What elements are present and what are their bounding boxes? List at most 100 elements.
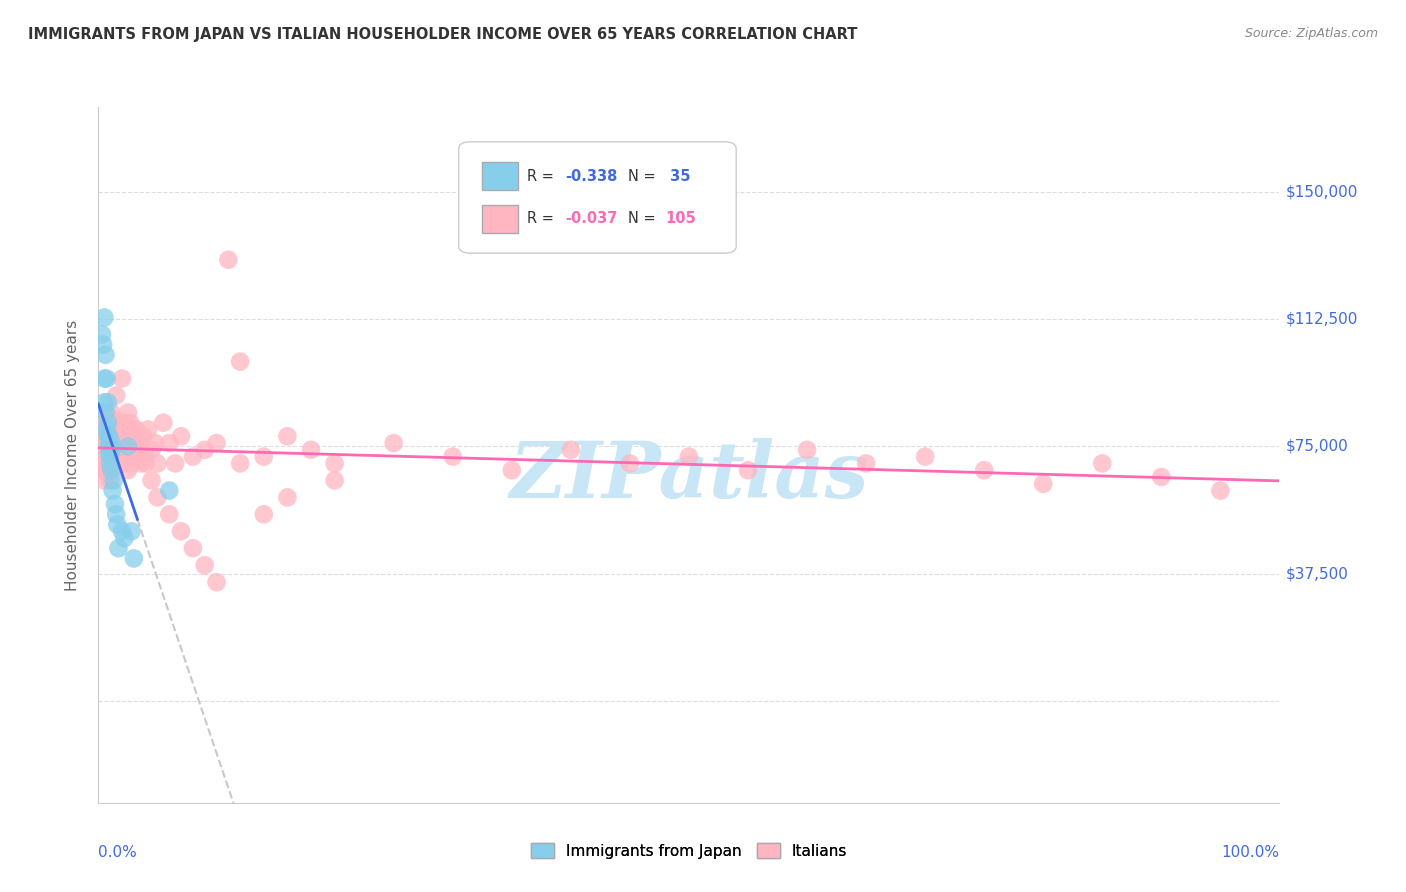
- Point: [105, 517, 128, 532]
- Point: [101, 419, 124, 434]
- Point: [98, 439, 121, 453]
- Point: [796, 442, 818, 457]
- Point: [323, 474, 346, 488]
- Point: [111, 371, 134, 385]
- FancyBboxPatch shape: [482, 205, 517, 233]
- Point: [181, 541, 204, 556]
- Point: [135, 450, 157, 464]
- Point: [118, 436, 141, 450]
- Point: [112, 429, 135, 443]
- Point: [253, 450, 276, 464]
- Point: [112, 457, 135, 471]
- Point: [127, 442, 149, 457]
- Point: [98, 446, 121, 460]
- Point: [117, 442, 139, 457]
- Point: [98, 467, 121, 481]
- Point: [115, 422, 138, 436]
- Point: [111, 436, 134, 450]
- Point: [122, 551, 145, 566]
- Point: [323, 457, 346, 471]
- Point: [146, 491, 169, 505]
- Point: [229, 457, 252, 471]
- Point: [101, 439, 124, 453]
- Point: [111, 524, 134, 539]
- Point: [96, 463, 118, 477]
- Point: [276, 491, 298, 505]
- Point: [141, 442, 163, 457]
- Point: [96, 422, 118, 436]
- Point: [93, 395, 115, 409]
- Text: R =: R =: [527, 169, 558, 184]
- Point: [98, 433, 121, 447]
- Point: [205, 575, 228, 590]
- Point: [170, 429, 193, 443]
- Text: R =: R =: [527, 211, 558, 227]
- Point: [105, 439, 128, 453]
- Point: [97, 457, 120, 471]
- Point: [100, 405, 122, 419]
- Point: [98, 439, 121, 453]
- Point: [276, 429, 298, 443]
- Point: [108, 446, 131, 460]
- Text: $112,500: $112,500: [1285, 311, 1358, 326]
- Point: [104, 425, 127, 440]
- Point: [101, 439, 124, 453]
- Point: [299, 442, 322, 457]
- Point: [97, 416, 120, 430]
- Point: [101, 459, 124, 474]
- Point: [100, 442, 122, 457]
- Point: [110, 442, 132, 457]
- Point: [229, 354, 252, 368]
- Text: N =: N =: [627, 211, 659, 227]
- Point: [135, 457, 157, 471]
- Point: [132, 429, 155, 443]
- Point: [181, 450, 204, 464]
- Point: [253, 508, 276, 522]
- Point: [103, 474, 125, 488]
- FancyBboxPatch shape: [458, 142, 737, 253]
- Point: [125, 422, 148, 436]
- Text: Source: ZipAtlas.com: Source: ZipAtlas.com: [1244, 27, 1378, 40]
- Text: 35: 35: [665, 169, 690, 184]
- Point: [114, 450, 136, 464]
- Point: [157, 508, 180, 522]
- Point: [117, 405, 139, 419]
- Point: [194, 558, 217, 573]
- Point: [93, 371, 115, 385]
- Legend: Immigrants from Japan, Italians: Immigrants from Japan, Italians: [524, 837, 853, 864]
- Point: [93, 429, 115, 443]
- Point: [157, 436, 180, 450]
- Point: [98, 439, 121, 453]
- Point: [103, 433, 125, 447]
- Point: [678, 450, 700, 464]
- Point: [98, 446, 121, 460]
- Point: [97, 429, 120, 443]
- Point: [94, 405, 117, 419]
- Point: [98, 429, 121, 443]
- Text: ZIPatlas: ZIPatlas: [509, 438, 869, 514]
- Point: [122, 429, 145, 443]
- Point: [104, 497, 127, 511]
- Point: [129, 457, 152, 471]
- Point: [94, 348, 117, 362]
- Point: [165, 457, 187, 471]
- Point: [98, 453, 121, 467]
- Point: [146, 457, 169, 471]
- Point: [101, 483, 124, 498]
- Point: [152, 416, 174, 430]
- Point: [96, 422, 118, 436]
- Point: [111, 416, 134, 430]
- Point: [98, 433, 121, 447]
- Point: [136, 422, 159, 436]
- Point: [382, 436, 405, 450]
- Text: 105: 105: [665, 211, 696, 227]
- Text: IMMIGRANTS FROM JAPAN VS ITALIAN HOUSEHOLDER INCOME OVER 65 YEARS CORRELATION CH: IMMIGRANTS FROM JAPAN VS ITALIAN HOUSEHO…: [28, 27, 858, 42]
- Point: [104, 446, 127, 460]
- Point: [107, 541, 129, 556]
- Text: $75,000: $75,000: [1285, 439, 1348, 454]
- FancyBboxPatch shape: [482, 162, 517, 190]
- Point: [105, 419, 128, 434]
- Point: [143, 436, 166, 450]
- Text: 0.0%: 0.0%: [98, 845, 138, 860]
- Point: [122, 450, 145, 464]
